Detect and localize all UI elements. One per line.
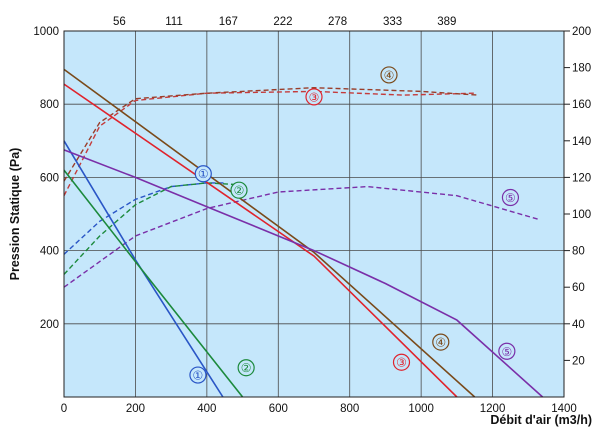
curve-marker-label: ① (193, 369, 204, 383)
x2-tick-label: 389 (437, 16, 456, 28)
y2-tick-label: 180 (572, 63, 591, 75)
y2-tick-label: 60 (572, 282, 585, 294)
curve-marker-label: ④ (435, 336, 446, 350)
curve-marker-circle (392, 353, 411, 371)
curve-marker-circle (380, 66, 398, 84)
pressure-curve-4 (63, 68, 476, 398)
y2-tick-label: 40 (572, 319, 585, 331)
curve-marker-label: ⑤ (505, 191, 516, 205)
y-tick-label: 400 (40, 246, 59, 258)
curve-marker-circle (305, 88, 323, 106)
power-curves (63, 86, 540, 288)
y2-tick-label: 120 (572, 172, 591, 184)
pressure-curve-2 (63, 169, 244, 398)
y2-tick-label: 80 (572, 246, 585, 258)
y-axis-title: Pression Statique (Pa) (8, 148, 22, 281)
top-axis-ticks: 56 111 167 222 278 333 389 (113, 16, 456, 28)
curve-marker-circle (237, 359, 255, 377)
x-tick-label: 200 (126, 403, 145, 415)
y2-tick-label: 140 (572, 136, 591, 148)
x2-tick-label: 167 (219, 16, 238, 28)
power-curve-1 (63, 182, 225, 255)
y2-tick-label: 160 (572, 99, 591, 111)
pressure-curve-1 (63, 140, 224, 398)
y-tick-label: 1000 (33, 26, 59, 38)
y-tick-label: 600 (40, 172, 59, 184)
power-curve-3 (63, 90, 475, 197)
x-tick-label: 1400 (551, 403, 577, 415)
curve-marker-circle (501, 188, 520, 207)
curve-marker-label: ② (234, 184, 245, 198)
x2-tick-label: 222 (273, 16, 292, 28)
left-axis-ticks: 200 400 600 800 1000 (33, 26, 59, 331)
right-axis-ticks: 20 40 60 80 100 120 140 160 180 200 (564, 26, 591, 367)
x2-tick-label: 111 (165, 16, 182, 28)
y2-tick-label: 20 (572, 355, 585, 367)
curve-marker-label: ③ (309, 90, 320, 104)
curve-marker-label: ④ (384, 68, 395, 82)
curve-marker-label: ③ (396, 356, 407, 370)
x-tick-label: 0 (61, 403, 67, 415)
curve-markers: ① ② ③ ④ ⑤ ① ② ③ ④ ⑤ (189, 66, 520, 384)
curve-marker-circle (230, 181, 248, 199)
x-tick-label: 600 (269, 403, 288, 415)
bottom-axis-ticks: 0 200 400 600 800 1000 1200 1400 (61, 403, 577, 415)
curve-marker-label: ② (241, 361, 252, 375)
x2-tick-label: 56 (113, 16, 126, 28)
pressure-curves (63, 68, 544, 398)
x-tick-label: 800 (340, 403, 359, 415)
x-axis-title: Débit d'air (m3/h) (490, 413, 592, 427)
plot-frame (63, 30, 565, 398)
pressure-curve-3 (63, 83, 458, 398)
curve-marker-circle (498, 342, 516, 360)
curve-marker-circle (432, 333, 450, 351)
curve-marker-label: ⑤ (501, 345, 512, 359)
y2-tick-label: 100 (572, 209, 591, 221)
y2-tick-label: 200 (572, 26, 591, 38)
plot-area (64, 31, 564, 397)
power-curve-4 (63, 86, 479, 182)
pressure-curve-5 (63, 149, 544, 398)
y-tick-label: 200 (40, 319, 59, 331)
x-tick-label: 1000 (408, 403, 434, 415)
power-curve-2 (63, 182, 240, 275)
x2-tick-label: 278 (328, 16, 347, 28)
x-tick-label: 1200 (480, 403, 506, 415)
power-curve-5 (63, 185, 540, 288)
curve-marker-circle (189, 366, 207, 384)
curve-marker-circle (194, 165, 212, 183)
x-tick-label: 400 (197, 403, 216, 415)
y-tick-label: 800 (40, 99, 59, 111)
x2-tick-label: 333 (383, 16, 402, 28)
curve-marker-label: ① (198, 167, 209, 181)
